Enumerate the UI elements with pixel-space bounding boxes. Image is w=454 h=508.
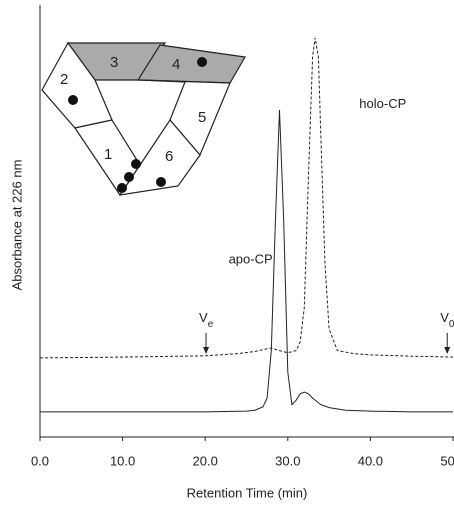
x-tick-label: 50.0 — [440, 453, 454, 468]
marker-label: V0 — [440, 310, 454, 329]
x-tick-label: 30.0 — [275, 453, 300, 468]
series-label: apo-CP — [229, 251, 273, 266]
dot — [131, 159, 141, 169]
inset-label: 4 — [172, 56, 180, 73]
marker-arrowhead — [203, 347, 210, 354]
inset-diagram: 1 2 3 4 5 6 — [41, 41, 246, 197]
line — [40, 109, 453, 413]
inset-label: 3 — [110, 54, 118, 71]
line — [39, 37, 454, 359]
marker-arrowhead — [444, 347, 451, 354]
dot — [117, 183, 127, 193]
inset-label: 6 — [165, 148, 173, 165]
x-axis-label: Retention Time (min) — [187, 485, 308, 500]
x-tick-label: 40.0 — [358, 453, 383, 468]
y-axis-label: Absorbance at 226 nm — [9, 160, 24, 291]
inset-label: 5 — [198, 109, 206, 126]
marker-label: Ve — [199, 310, 214, 329]
dot — [156, 177, 166, 187]
x-tick-label: 10.0 — [110, 453, 135, 468]
inset-label: 2 — [60, 71, 68, 88]
dot — [197, 57, 207, 67]
dot — [68, 95, 78, 105]
panel — [118, 119, 201, 196]
plot: 0.0 10.0 20.0 30.0 40.0 50.0 apo-CP holo-CP Ve V0 — [31, 5, 454, 468]
x-tick-label: 20.0 — [193, 453, 218, 468]
dot — [124, 172, 134, 182]
inset-label: 1 — [104, 146, 112, 163]
x-tick-label: 0.0 — [31, 453, 49, 468]
series-label: holo-CP — [359, 96, 406, 111]
